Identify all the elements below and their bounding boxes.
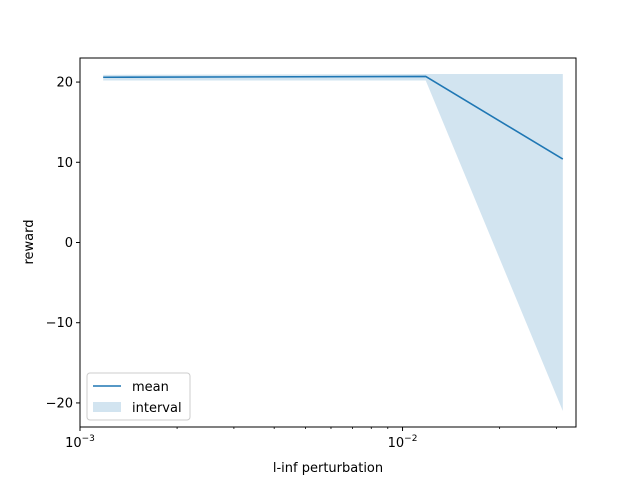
y-tick-label: −10: [46, 316, 73, 331]
mean-line: [103, 75, 564, 160]
legend: mean interval: [86, 372, 191, 421]
plot-area: [103, 74, 564, 411]
x-tick-label-base: 10: [65, 436, 82, 451]
y-tick-label: −20: [46, 396, 73, 411]
x-tick-label-base: 10: [388, 436, 405, 451]
x-axis-label: l-inf perturbation: [273, 461, 383, 476]
x-tick-label: 10−3: [65, 434, 95, 451]
x-tick-label: 10−2: [388, 434, 418, 451]
x-tick-label-exponent: −2: [404, 434, 417, 444]
legend-mean-label: mean: [132, 380, 169, 395]
y-axis-label: reward: [22, 219, 37, 264]
interval-band: [103, 74, 563, 411]
y-tick-label: 0: [65, 236, 73, 251]
y-tick-label: 10: [56, 156, 73, 171]
legend-interval-label: interval: [132, 401, 182, 416]
legend-box: [86, 372, 191, 421]
legend-interval-swatch: [93, 402, 121, 412]
x-tick-label-exponent: −3: [82, 434, 95, 444]
y-tick-label: 20: [56, 76, 73, 91]
